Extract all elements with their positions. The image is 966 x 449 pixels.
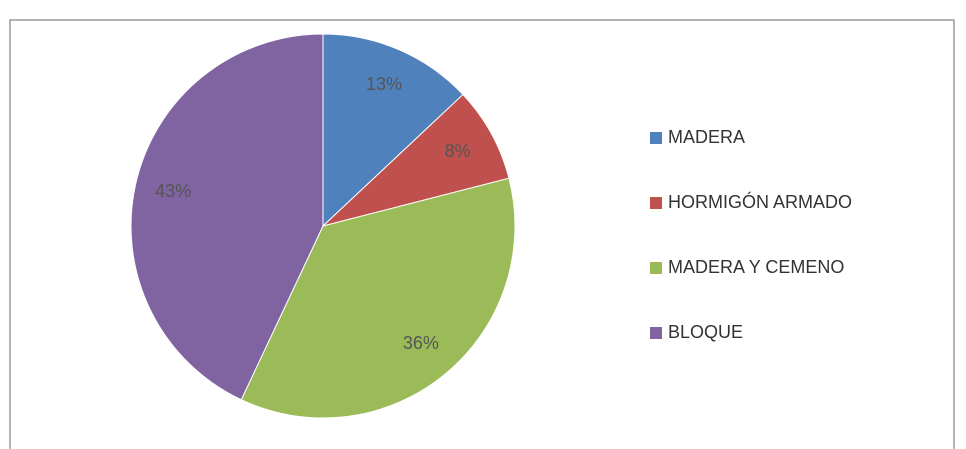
legend-label: HORMIGÓN ARMADO [668, 191, 852, 212]
data-label: 8% [445, 141, 471, 161]
pie-slice [130, 33, 324, 401]
pie-slice [322, 33, 464, 228]
pie-slice [322, 93, 510, 227]
data-label: 43% [155, 181, 191, 201]
data-label: 36% [403, 333, 439, 353]
data-label: 13% [366, 74, 402, 94]
legend-swatch [650, 197, 662, 209]
pie-slice [240, 177, 516, 419]
legend-swatch [650, 132, 662, 144]
legend-label: BLOQUE [668, 322, 743, 342]
legend-label: MADERA Y CEMENO [668, 257, 844, 277]
legend-label: MADERA [668, 127, 745, 147]
legend-swatch [650, 327, 662, 339]
legend-swatch [650, 262, 662, 274]
